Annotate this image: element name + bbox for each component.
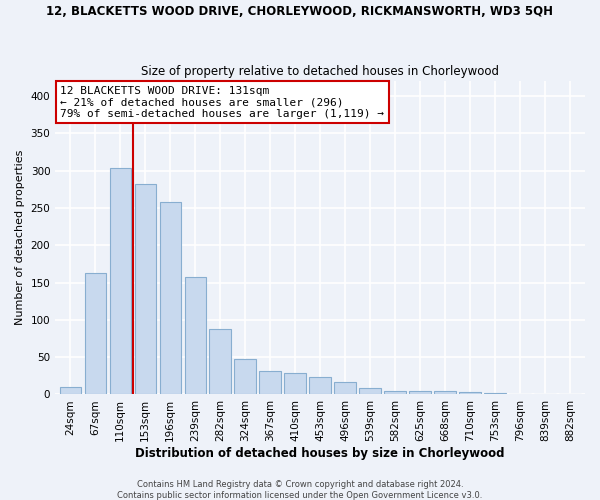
Bar xyxy=(59,387,81,394)
Bar xyxy=(85,273,106,394)
Bar xyxy=(484,393,506,394)
Bar xyxy=(385,390,406,394)
Title: Size of property relative to detached houses in Chorleywood: Size of property relative to detached ho… xyxy=(141,66,499,78)
Bar xyxy=(185,276,206,394)
Bar xyxy=(460,392,481,394)
Text: Contains HM Land Registry data © Crown copyright and database right 2024.
Contai: Contains HM Land Registry data © Crown c… xyxy=(118,480,482,500)
Bar xyxy=(310,376,331,394)
Text: 12, BLACKETTS WOOD DRIVE, CHORLEYWOOD, RICKMANSWORTH, WD3 5QH: 12, BLACKETTS WOOD DRIVE, CHORLEYWOOD, R… xyxy=(47,5,554,18)
Bar xyxy=(235,358,256,394)
Bar xyxy=(110,168,131,394)
Bar xyxy=(359,388,380,394)
Bar xyxy=(259,372,281,394)
Text: 12 BLACKETTS WOOD DRIVE: 131sqm
← 21% of detached houses are smaller (296)
79% o: 12 BLACKETTS WOOD DRIVE: 131sqm ← 21% of… xyxy=(61,86,385,119)
Bar xyxy=(134,184,156,394)
Bar xyxy=(209,329,231,394)
Bar xyxy=(284,373,306,394)
Bar xyxy=(160,202,181,394)
Y-axis label: Number of detached properties: Number of detached properties xyxy=(15,150,25,326)
X-axis label: Distribution of detached houses by size in Chorleywood: Distribution of detached houses by size … xyxy=(136,447,505,460)
Bar xyxy=(434,390,455,394)
Bar xyxy=(409,390,431,394)
Bar xyxy=(334,382,356,394)
